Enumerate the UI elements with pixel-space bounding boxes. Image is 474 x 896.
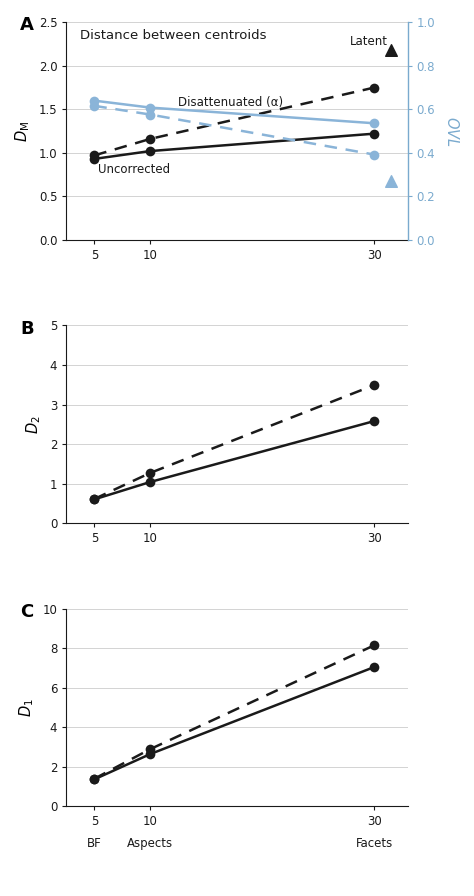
Text: A: A — [20, 16, 34, 34]
Y-axis label: $\it{D}_1$: $\it{D}_1$ — [17, 698, 36, 717]
Text: Latent: Latent — [349, 36, 388, 48]
Text: Aspects: Aspects — [127, 837, 173, 850]
Text: Uncorrected: Uncorrected — [98, 163, 170, 177]
Point — [387, 43, 395, 57]
Text: Disattenuated (α): Disattenuated (α) — [178, 97, 283, 109]
Point — [387, 174, 395, 188]
Text: BF: BF — [87, 837, 102, 850]
Text: Facets: Facets — [356, 837, 392, 850]
Text: Distance between centroids: Distance between centroids — [80, 29, 266, 42]
Y-axis label: $\it{D}_2$: $\it{D}_2$ — [24, 415, 43, 434]
Y-axis label: $\it{OVL}$: $\it{OVL}$ — [444, 116, 460, 146]
Y-axis label: $\it{D}_\mathrm{M}$: $\it{D}_\mathrm{M}$ — [13, 121, 32, 142]
Text: C: C — [20, 603, 34, 621]
Text: B: B — [20, 320, 34, 338]
